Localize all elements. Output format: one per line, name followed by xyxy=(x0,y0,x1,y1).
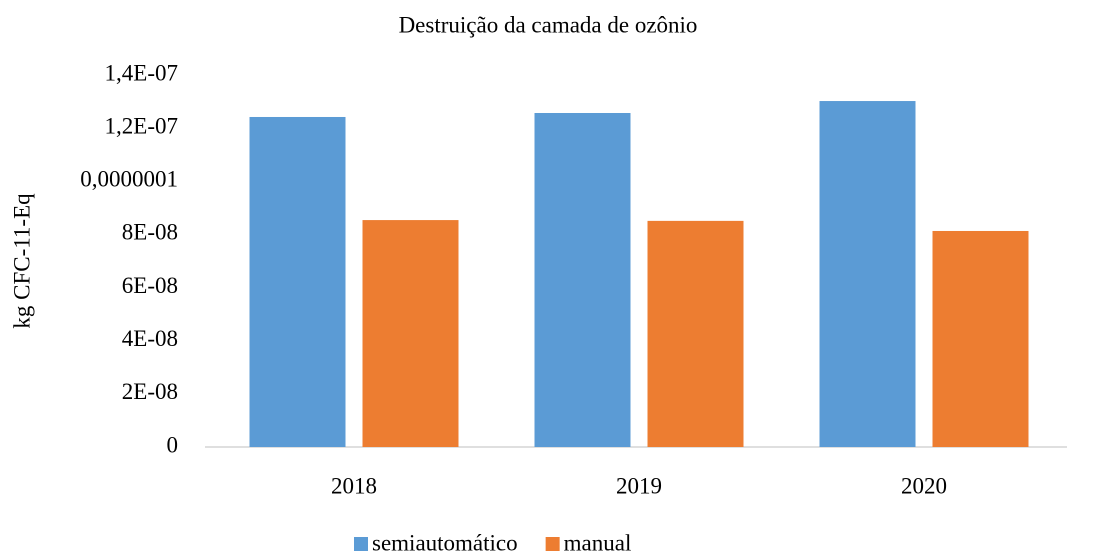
chart-title: Destruição da camada de ozônio xyxy=(399,12,698,37)
legend-label: manual xyxy=(564,530,632,555)
bar xyxy=(932,230,1029,447)
y-tick-label: 0,0000001 xyxy=(80,167,178,192)
y-tick-label: 8E-08 xyxy=(122,220,178,245)
bar xyxy=(647,220,744,447)
x-tick-label: 2018 xyxy=(331,473,377,498)
y-tick-label: 1,2E-07 xyxy=(105,113,178,138)
y-tick-label: 2E-08 xyxy=(122,379,178,404)
y-axis-label: kg CFC-11-Eq xyxy=(9,193,34,329)
x-tick-label: 2020 xyxy=(901,473,947,498)
bar xyxy=(819,101,916,447)
y-tick-label: 0 xyxy=(167,432,179,457)
bar xyxy=(362,220,459,447)
y-tick-label: 6E-08 xyxy=(122,273,178,298)
legend-swatch xyxy=(545,537,560,551)
legend-label: semiautomático xyxy=(372,530,518,555)
y-tick-label: 4E-08 xyxy=(122,326,178,351)
legend-swatch xyxy=(354,537,368,551)
bar xyxy=(249,116,346,448)
bar xyxy=(534,112,631,448)
x-tick-label: 2019 xyxy=(616,473,662,498)
y-tick-label: 1,4E-07 xyxy=(105,60,178,85)
